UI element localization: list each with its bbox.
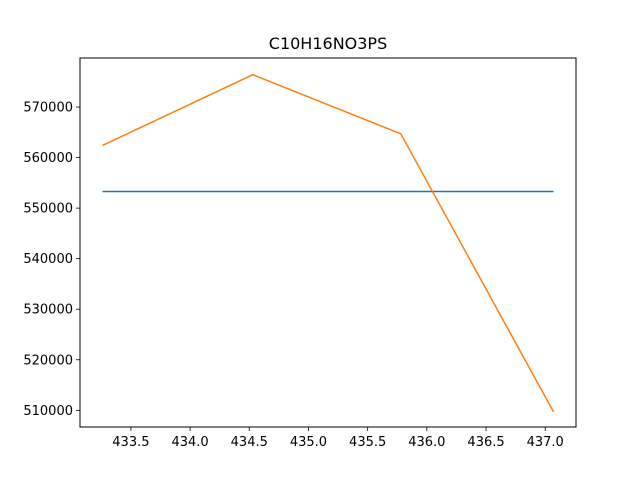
- x-tick-label: 436.0: [408, 435, 445, 450]
- y-axis: 510000 520000 530000 540000 550000 560000 5700…: [23, 101, 80, 419]
- y-tick-label: 540000: [23, 252, 73, 267]
- y-tick-label: 550000: [23, 202, 73, 217]
- x-tick-label: 437.0: [527, 435, 564, 450]
- chart-title: C10H16NO3PS: [269, 34, 387, 53]
- y-tick-label: 520000: [23, 353, 73, 368]
- y-tick-label: 560000: [23, 151, 73, 166]
- x-axis: 433.5 434.0 434.5 435.0 435.5 436.0 436.5 437.0: [112, 427, 564, 450]
- x-tick-label: 435.5: [349, 435, 386, 450]
- series-line-2: [102, 73, 555, 413]
- y-tick-label: 570000: [23, 101, 73, 116]
- y-tick-label: 530000: [23, 303, 73, 318]
- x-tick-label: 434.0: [171, 435, 208, 450]
- x-tick-label: 434.5: [231, 435, 268, 450]
- plot-frame: [79, 57, 577, 428]
- x-tick-label: 435.0: [290, 435, 327, 450]
- series-layer: [102, 73, 555, 413]
- x-tick-label: 433.5: [112, 435, 149, 450]
- x-tick-label: 436.5: [467, 435, 504, 450]
- y-tick-label: 510000: [23, 404, 73, 419]
